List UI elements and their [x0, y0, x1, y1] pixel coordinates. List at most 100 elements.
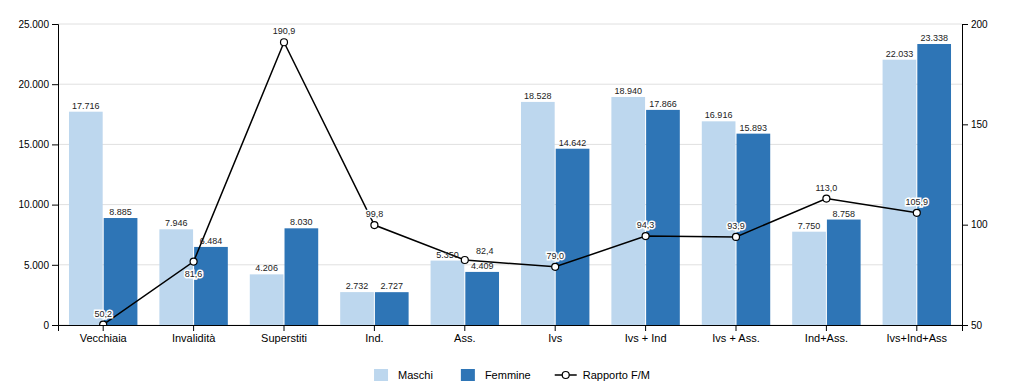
data-label: 94,3	[637, 220, 655, 230]
tick-mark	[555, 325, 556, 331]
data-label: 7.946	[165, 218, 188, 228]
data-label: 99,8	[366, 209, 384, 219]
tick: 200	[962, 19, 988, 30]
tick: Ivs + Ind	[625, 325, 667, 344]
tick-mark	[826, 325, 827, 331]
plot-marks	[69, 39, 951, 325]
data-label: 8.758	[833, 209, 856, 219]
tick-label: Ind.	[365, 332, 383, 344]
data-label: 22.033	[886, 49, 914, 59]
tick: 50	[962, 320, 983, 331]
data-label: 105,9	[906, 197, 929, 207]
tick-label: 10.000	[18, 199, 49, 210]
tick-mark	[284, 325, 285, 331]
data-label: 15.893	[740, 123, 768, 133]
tick: 150	[962, 119, 988, 130]
tick-label: Invalidità	[172, 332, 216, 344]
data-label: 18.940	[614, 86, 642, 96]
bar	[646, 110, 680, 325]
tick-label: 15.000	[18, 139, 49, 150]
tick-mark	[52, 144, 58, 145]
tick-label: 150	[971, 119, 988, 130]
bar	[250, 274, 284, 325]
legend-item: Femmine	[461, 369, 531, 381]
data-label: 23.338	[920, 33, 948, 43]
data-label: 14.642	[559, 138, 587, 148]
tick-label: 0	[43, 320, 49, 331]
bar-series	[69, 60, 916, 325]
tick-label: 25.000	[18, 19, 49, 30]
marker	[913, 209, 920, 216]
marker	[371, 222, 378, 229]
tick: 25.000	[18, 19, 58, 30]
tick-mark	[52, 325, 58, 326]
bar	[69, 112, 103, 325]
tick: Ind.	[365, 325, 383, 344]
bar	[375, 292, 409, 325]
bar	[917, 44, 951, 325]
axis-line	[59, 326, 963, 332]
data-label: 190,9	[273, 26, 296, 36]
data-label: 8.030	[290, 217, 313, 227]
marker	[100, 321, 107, 325]
marker	[190, 258, 197, 265]
tick-label: 5.000	[24, 260, 49, 271]
tick: Ivs	[548, 325, 563, 344]
chart: 05.00010.00015.00020.00025.0005010015020…	[0, 0, 1014, 391]
tick-mark	[962, 225, 968, 226]
data-label: 17.866	[649, 99, 677, 109]
legend-item: Maschi	[374, 369, 433, 381]
axis-line	[52, 25, 59, 326]
tick-mark	[736, 325, 737, 331]
tick-mark	[464, 325, 465, 331]
tick-label: 200	[971, 19, 988, 30]
legend-label: Femmine	[485, 369, 531, 381]
tick: 0	[43, 320, 58, 331]
legend-swatch	[461, 369, 475, 381]
tick: Superstiti	[261, 325, 307, 344]
tick: Vecchiaia	[80, 325, 128, 344]
tick-label: Ivs+Ind+Ass	[887, 332, 948, 344]
tick-mark	[193, 325, 194, 331]
bar-series	[104, 44, 951, 325]
grid-line	[58, 144, 962, 145]
grid-line	[58, 204, 962, 205]
data-labels: 17.7167.9464.2062.7325.35018.52818.94016…	[72, 26, 948, 318]
bar	[521, 102, 555, 325]
bar	[194, 247, 228, 325]
grid	[58, 24, 962, 325]
tick-label: 50	[971, 320, 983, 331]
data-label: 93,9	[727, 221, 745, 231]
tick-label: Vecchiaia	[80, 332, 128, 344]
bar	[431, 261, 465, 325]
data-label: 81,6	[185, 269, 203, 279]
tick-mark	[916, 325, 917, 331]
y-axis: 0 5.000 10.000 15.000 20.000 25.000	[18, 19, 58, 331]
tick: Ivs + Ass.	[712, 325, 759, 344]
legend-swatch	[562, 372, 569, 379]
tick: Ivs+Ind+Ass	[887, 325, 948, 344]
tick-mark	[103, 325, 104, 331]
data-label: 6.484	[200, 236, 223, 246]
legend: MaschiFemmineRapporto F/M	[374, 369, 650, 381]
data-label: 79,0	[546, 251, 564, 261]
tick-mark	[962, 24, 968, 25]
legend-swatch	[374, 369, 388, 381]
tick-mark	[645, 325, 646, 331]
bar	[792, 232, 826, 325]
tick-label: 20.000	[18, 79, 49, 90]
marker	[823, 195, 830, 202]
tick: Invalidità	[172, 325, 216, 344]
bar	[611, 97, 645, 325]
tick: Ind+Ass.	[805, 325, 848, 344]
tick-mark	[962, 124, 968, 125]
data-label: 16.916	[705, 110, 733, 120]
tick-label: Superstiti	[261, 332, 307, 344]
tick: 5.000	[24, 260, 58, 271]
tick-mark	[52, 205, 58, 206]
bar	[827, 220, 861, 325]
tick: 20.000	[18, 79, 58, 90]
data-label: 8.885	[109, 207, 132, 217]
legend-label: Maschi	[398, 369, 433, 381]
marker	[733, 233, 740, 240]
